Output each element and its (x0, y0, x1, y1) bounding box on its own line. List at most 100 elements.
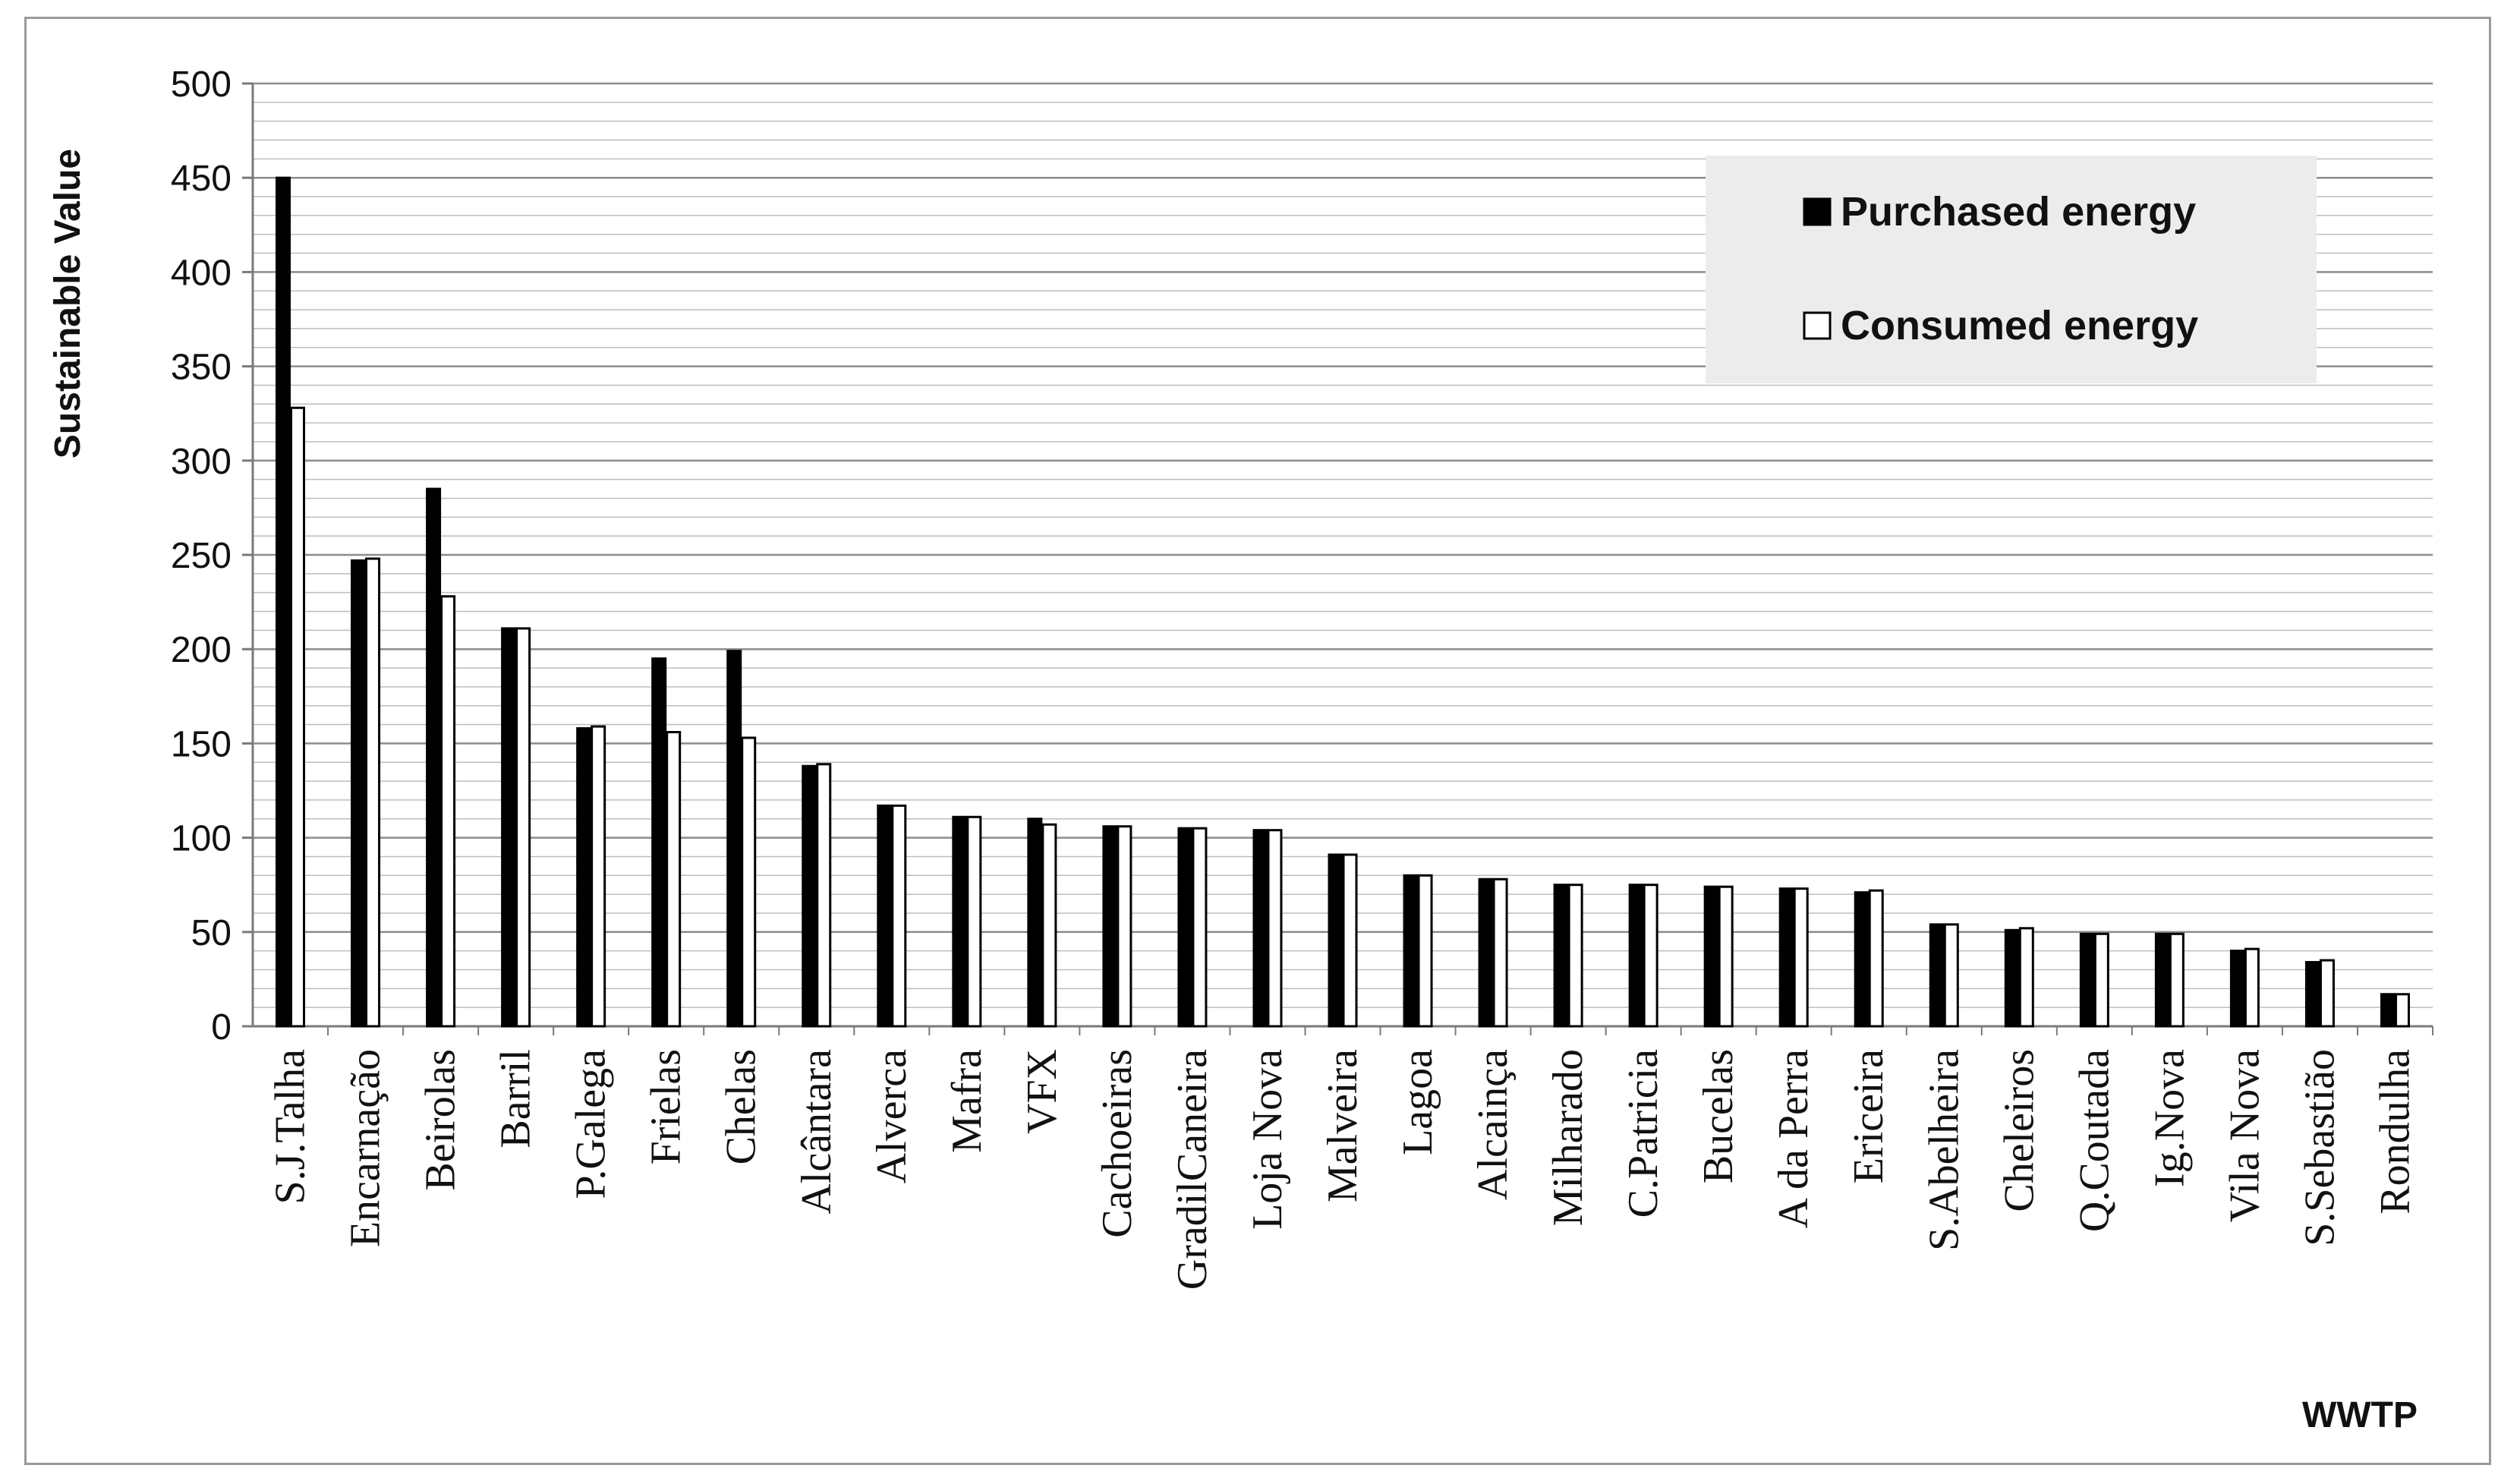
y-axis-title: Sustainable Value (48, 149, 88, 458)
x-category-label: S.Sebastião (2296, 1049, 2343, 1246)
bar-consumed-energy (1041, 823, 1057, 1028)
bar-purchased-energy (2229, 950, 2245, 1028)
bar-consumed-energy (1267, 829, 1283, 1028)
x-category-label: Barril (493, 1049, 540, 1148)
bar-chart: 0 50 100 150 200 250 300 350 400 450 500 S.J.Talha… (48, 65, 2433, 1435)
x-category-label: Ericeira (1845, 1049, 1892, 1183)
bar-purchased-energy (351, 559, 367, 1028)
bar-consumed-energy (1492, 877, 1508, 1028)
bar-consumed-energy (966, 815, 982, 1028)
chart-frame: 0 50 100 150 200 250 300 350 400 450 500 S.J.Talha… (24, 17, 2491, 1465)
bar-consumed-energy (1117, 825, 1132, 1028)
legend-swatch-consumed (1803, 311, 1832, 340)
x-category-label: P.Galega (568, 1049, 615, 1199)
legend-label-consumed: Consumed energy (1841, 303, 2198, 348)
y-tick-label: 100 (171, 819, 232, 859)
x-category-labels: S.J.Talha Encarnação Beirolas Barril P.Galeg… (267, 1049, 2419, 1290)
bar-purchased-energy (1703, 885, 1719, 1028)
legend-label-purchased: Purchased energy (1841, 189, 2196, 235)
bar-purchased-energy (2380, 993, 2396, 1028)
x-category-label: Ig.Nova (2146, 1049, 2193, 1187)
bar-consumed-energy (515, 627, 531, 1028)
y-tick-label: 150 (171, 724, 232, 764)
x-category-label: Beirolas (417, 1049, 465, 1191)
bar-consumed-energy (2394, 993, 2410, 1028)
y-tick-label: 500 (171, 65, 232, 105)
bar-consumed-energy (666, 730, 682, 1028)
legend-background (1706, 156, 2317, 383)
x-category-label: S.Abelheira (1920, 1049, 1967, 1251)
y-tick-label: 450 (171, 159, 232, 199)
bar-consumed-energy (1868, 889, 1884, 1028)
bar-consumed-energy (1342, 853, 1358, 1028)
bar-consumed-energy (2018, 927, 2034, 1028)
bar-purchased-energy (1478, 877, 1494, 1028)
bar-purchased-energy (952, 815, 968, 1028)
x-category-label: S.J.Talha (267, 1049, 314, 1205)
x-category-label: Bucelas (1695, 1049, 1742, 1183)
bar-purchased-energy (1027, 818, 1043, 1028)
bar-purchased-energy (501, 627, 517, 1028)
bar-purchased-energy (802, 764, 817, 1028)
bar-purchased-energy (1102, 825, 1118, 1028)
x-category-label: Cheleiros (1996, 1049, 2043, 1212)
bar-consumed-energy (365, 557, 381, 1028)
bar-purchased-energy (1778, 887, 1794, 1028)
bar-consumed-energy (1793, 887, 1809, 1028)
bar-purchased-energy (651, 657, 667, 1028)
y-tick-label: 300 (171, 442, 232, 482)
bar-consumed-energy (1718, 885, 1734, 1028)
bar-purchased-energy (426, 487, 442, 1028)
bar-consumed-energy (816, 763, 832, 1028)
y-tick-label: 400 (171, 253, 232, 293)
x-category-label: Rondulha (2371, 1049, 2418, 1215)
bar-consumed-energy (1192, 827, 1208, 1028)
x-category-label: C.Patricia (1620, 1049, 1667, 1218)
bar-purchased-energy (2079, 932, 2095, 1028)
x-category-label: Malveira (1319, 1049, 1366, 1202)
bar-purchased-energy (1177, 827, 1193, 1028)
x-category-label: Cachoeiras (1094, 1049, 1141, 1238)
bar-consumed-energy (1643, 884, 1658, 1028)
bar-purchased-energy (2154, 932, 2170, 1028)
x-category-label: GradilCaneira (1169, 1049, 1216, 1290)
x-category-label: Lagoa (1394, 1049, 1441, 1155)
bar-consumed-energy (2244, 947, 2260, 1028)
bar-consumed-energy (290, 406, 306, 1028)
bar-consumed-energy (2169, 932, 2185, 1028)
bars (276, 176, 2433, 1035)
bar-purchased-energy (276, 176, 291, 1028)
x-category-label: Frielas (643, 1049, 690, 1164)
bar-purchased-energy (2304, 961, 2320, 1028)
bar-purchased-energy (1403, 874, 1419, 1028)
x-category-label: A da Perra (1770, 1049, 1817, 1229)
bar-purchased-energy (1854, 891, 1870, 1028)
y-tick-label: 0 (211, 1007, 232, 1048)
bar-purchased-energy (877, 804, 893, 1028)
bar-purchased-energy (1929, 923, 1945, 1028)
x-category-label: Encarnação (342, 1049, 389, 1247)
bar-purchased-energy (726, 650, 742, 1028)
y-tick-label: 50 (191, 913, 232, 953)
bar-purchased-energy (1252, 829, 1268, 1028)
y-tick-labels: 0 50 100 150 200 250 300 350 400 450 500 (171, 65, 232, 1048)
x-category-label: Mafra (943, 1049, 991, 1153)
y-tick-label: 200 (171, 630, 232, 670)
bar-consumed-energy (891, 804, 907, 1028)
legend-swatch-purchased (1803, 197, 1832, 226)
y-tick-label: 250 (171, 536, 232, 576)
x-category-label: VFX (1019, 1049, 1066, 1134)
x-category-label: Milharado (1545, 1049, 1592, 1226)
x-category-label: Alcainça (1469, 1049, 1517, 1200)
x-axis-title: WWTP (2302, 1395, 2418, 1435)
x-category-label: Q.Coutada (2071, 1049, 2118, 1232)
bar-consumed-energy (2093, 932, 2109, 1028)
bar-consumed-energy (591, 725, 606, 1028)
y-tick-label: 350 (171, 348, 232, 388)
bar-purchased-energy (576, 727, 592, 1028)
bar-consumed-energy (1943, 923, 1959, 1028)
legend: Purchased energy Consumed energy (1706, 156, 2317, 383)
bar-consumed-energy (1567, 884, 1583, 1028)
bar-consumed-energy (440, 595, 456, 1028)
x-category-label: Alverca (868, 1049, 915, 1183)
